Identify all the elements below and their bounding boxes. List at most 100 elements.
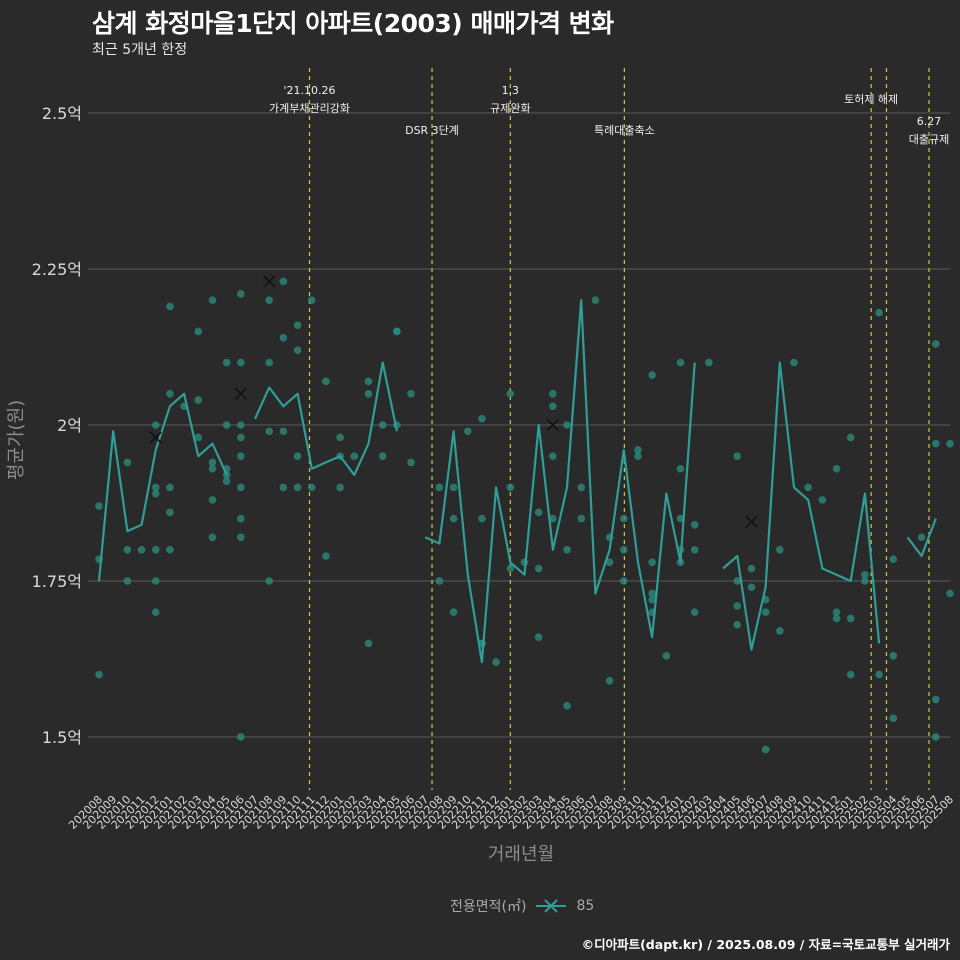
- series-line-85: [97, 392, 228, 582]
- transaction-point: [237, 290, 245, 298]
- transaction-point: [889, 714, 898, 723]
- chart-subtitle: 최근 5개년 한정: [92, 42, 188, 58]
- transaction-point: [293, 452, 302, 460]
- transaction-point: [492, 658, 500, 666]
- policy-annotation: DSR 3단계: [405, 124, 459, 137]
- transaction-point: [705, 358, 713, 367]
- transaction-point: [208, 458, 217, 467]
- transaction-point: [917, 533, 926, 542]
- transaction-point: [932, 733, 940, 741]
- transaction-point: [478, 514, 486, 523]
- transaction-point: [591, 296, 600, 305]
- transaction-point: [846, 614, 855, 623]
- transaction-point: [648, 371, 656, 379]
- y-tick-label: 2억: [57, 416, 82, 435]
- transaction-point: [279, 333, 288, 342]
- transaction-point: [634, 452, 642, 460]
- transaction-point: [137, 545, 146, 554]
- transaction-point: [577, 514, 586, 523]
- transaction-point: [95, 502, 103, 510]
- transaction-point: [237, 733, 245, 741]
- transaction-point: [648, 558, 656, 567]
- transaction-point: [151, 421, 160, 429]
- transaction-point: [832, 614, 841, 623]
- transaction-point: [619, 577, 628, 585]
- transaction-point: [534, 633, 543, 641]
- x-axis: 2020082020092020102020112020122021012021…: [66, 793, 956, 832]
- highlight-marker: [263, 275, 276, 288]
- transaction-point: [534, 564, 543, 573]
- transaction-point: [619, 545, 628, 554]
- transaction-point: [832, 464, 841, 473]
- transaction-point: [151, 545, 160, 554]
- transaction-point: [761, 745, 770, 754]
- transaction-point: [605, 677, 614, 685]
- transaction-point: [237, 421, 245, 429]
- transaction-point: [776, 545, 784, 554]
- highlight-marker: [234, 387, 247, 400]
- transaction-point: [151, 608, 160, 616]
- transaction-point: [875, 308, 883, 317]
- transaction-point: [123, 458, 132, 467]
- transaction-point: [690, 521, 699, 529]
- transaction-point: [790, 358, 798, 367]
- transaction-point: [449, 483, 458, 492]
- transaction-point: [322, 377, 330, 386]
- transaction-point: [194, 433, 203, 442]
- transaction-point: [307, 296, 316, 305]
- highlight-marker: [149, 431, 162, 444]
- transaction-point: [166, 302, 174, 311]
- y-axis: 1.5억 1.75억 2억 2.25억 2.5억: [32, 104, 82, 747]
- legend: 전용면적(㎡) 85: [450, 896, 594, 916]
- transaction-point: [237, 514, 245, 523]
- gridlines: [88, 112, 950, 738]
- source-caption: ©디아파트(dapt.kr) / 2025.08.09 / 자료=국토교통부 실…: [581, 937, 950, 952]
- transaction-point: [166, 545, 174, 554]
- transaction-point: [506, 483, 515, 492]
- policy-annotation: 6.27: [917, 115, 942, 128]
- transaction-point: [336, 483, 344, 492]
- chart-title: 삼계 화정마을1단지 아파트(2003) 매매가격 변화: [92, 9, 614, 38]
- transaction-point: [237, 433, 245, 442]
- transaction-point: [393, 327, 401, 336]
- transaction-point: [761, 608, 770, 616]
- transaction-point: [194, 396, 203, 404]
- transaction-point: [747, 583, 756, 592]
- transaction-point: [563, 545, 571, 554]
- transaction-point: [690, 545, 699, 554]
- transaction-point: [932, 439, 940, 448]
- transaction-point: [237, 483, 245, 492]
- transaction-point: [293, 321, 302, 329]
- series-line-85: [906, 518, 937, 558]
- policy-annotation: 가계부채관리강화: [269, 102, 350, 115]
- transaction-point: [336, 433, 344, 442]
- transaction-point: [804, 483, 812, 492]
- highlight-marker: [546, 418, 559, 432]
- transaction-point: [648, 595, 656, 604]
- transaction-point: [123, 577, 132, 585]
- transaction-point: [208, 464, 217, 473]
- transaction-point: [506, 390, 515, 398]
- transaction-point: [549, 402, 557, 411]
- transaction-point: [151, 489, 160, 498]
- policy-annotation: 특례대출축소: [594, 124, 655, 137]
- transaction-point: [293, 483, 302, 492]
- transaction-point: [478, 414, 486, 423]
- transaction-point: [449, 608, 458, 616]
- transaction-point: [733, 602, 742, 610]
- transaction-point: [279, 277, 288, 286]
- transaction-point: [265, 358, 274, 367]
- transaction-point: [151, 483, 160, 492]
- transaction-point: [776, 627, 784, 635]
- transaction-point: [832, 608, 841, 616]
- policy-annotation: 토허제 해제: [844, 92, 898, 106]
- transaction-point: [407, 458, 415, 467]
- policy-annotation: 대출규제: [909, 133, 949, 146]
- transaction-point: [875, 670, 883, 679]
- transaction-point: [166, 390, 174, 398]
- transaction-point: [378, 452, 387, 460]
- transaction-point: [662, 652, 671, 660]
- transaction-point: [222, 421, 231, 429]
- transaction-point: [322, 552, 330, 560]
- transaction-point: [747, 564, 756, 573]
